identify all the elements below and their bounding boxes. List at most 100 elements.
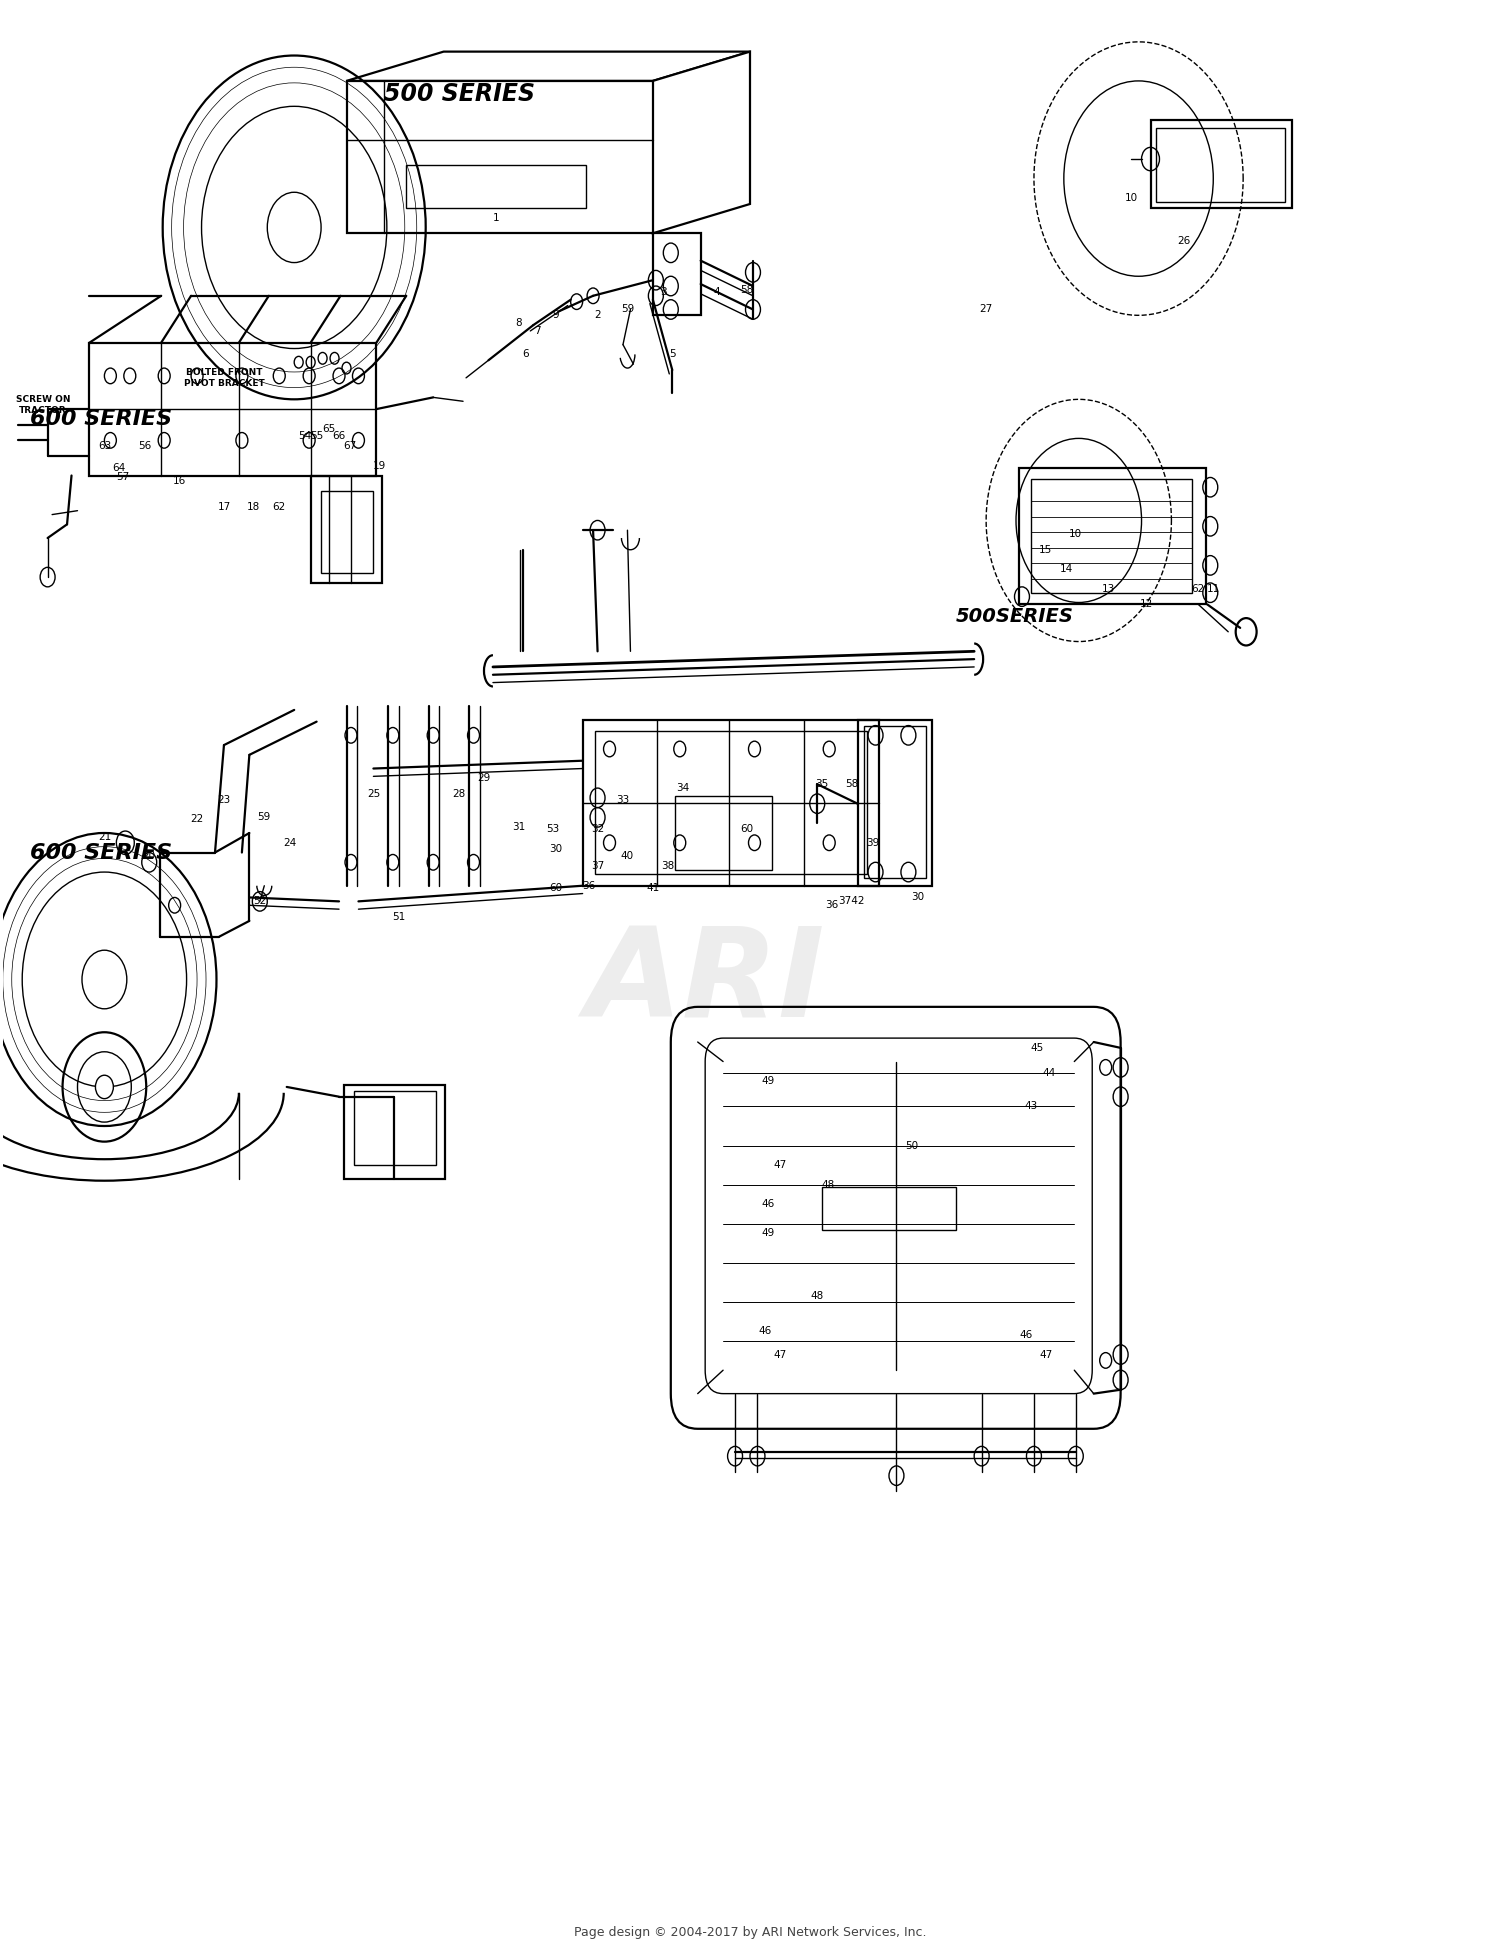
Text: 3: 3 [660,286,666,298]
Text: 32: 32 [591,825,604,835]
Text: 47: 47 [774,1160,786,1170]
Text: 15: 15 [1040,545,1053,554]
Text: 33: 33 [616,795,630,805]
Text: ARI: ARI [585,923,825,1044]
Text: 50: 50 [904,1140,918,1150]
Text: 51: 51 [392,913,405,923]
Text: 36: 36 [582,882,596,891]
Text: Page design © 2004-2017 by ARI Network Services, Inc.: Page design © 2004-2017 by ARI Network S… [573,1926,926,1939]
Text: 12: 12 [1140,599,1152,609]
Text: 36: 36 [825,901,839,911]
Text: 14: 14 [1060,564,1074,574]
Text: 53: 53 [546,825,560,835]
Bar [1030,480,1192,594]
Text: 49: 49 [762,1228,774,1238]
Text: SCREW ON
TRACTOR: SCREW ON TRACTOR [16,396,70,415]
Bar [310,476,382,584]
Text: 40: 40 [621,852,634,862]
Text: 59: 59 [258,813,272,823]
Text: 46: 46 [762,1199,774,1209]
Text: 22: 22 [190,815,204,825]
Text: 20: 20 [142,852,156,862]
Text: 66: 66 [333,431,345,441]
Polygon shape [346,51,750,80]
Text: 48: 48 [810,1291,824,1301]
Text: 26: 26 [1178,237,1190,247]
Text: 56: 56 [138,441,152,451]
Text: 4: 4 [714,286,720,298]
Text: 9: 9 [552,310,560,321]
Text: 39: 39 [865,838,879,848]
Text: 38: 38 [662,862,675,872]
Text: 41: 41 [646,884,660,893]
Text: 27: 27 [980,304,993,315]
Text: 25: 25 [368,789,380,799]
Text: 10: 10 [1070,529,1083,539]
Text: 46: 46 [1020,1330,1034,1340]
Polygon shape [652,51,750,233]
Bar [344,1085,446,1179]
Bar [1150,119,1293,208]
Text: 21: 21 [98,833,111,842]
Text: BOLTED FRONT
PIVOT BRACKET: BOLTED FRONT PIVOT BRACKET [183,368,264,388]
Bar [406,165,585,208]
Text: 23: 23 [217,795,231,805]
Text: 55: 55 [310,431,322,441]
Text: 24: 24 [284,838,297,848]
Circle shape [267,192,321,263]
Text: 37: 37 [591,862,604,872]
Text: 52: 52 [254,897,267,907]
Text: 16: 16 [172,476,186,486]
Bar [864,725,927,878]
Text: 58: 58 [741,284,753,296]
Bar [822,1187,956,1230]
Text: 7: 7 [534,325,542,335]
Bar [675,795,772,870]
Text: 49: 49 [762,1075,774,1085]
Text: 19: 19 [374,460,386,470]
Text: 28: 28 [452,789,465,799]
Text: 1: 1 [492,214,500,223]
Text: 45: 45 [1030,1042,1044,1052]
Text: 59: 59 [621,304,634,315]
Circle shape [1236,619,1257,645]
Bar [1156,127,1286,202]
Text: 43: 43 [1024,1101,1038,1111]
Text: 64: 64 [112,462,126,472]
Text: 10: 10 [1125,194,1137,204]
Text: 29: 29 [477,774,490,784]
Text: 30: 30 [910,893,924,903]
Text: 48: 48 [821,1179,834,1189]
Text: 44: 44 [1042,1068,1056,1077]
Text: 54: 54 [298,431,312,441]
Text: 47: 47 [1040,1350,1053,1360]
Text: 46: 46 [759,1326,771,1336]
Text: 60: 60 [741,825,753,835]
Text: 8: 8 [514,317,522,329]
Text: 35: 35 [815,780,828,789]
Text: 30: 30 [549,844,562,854]
Text: 18: 18 [248,502,261,511]
Text: 34: 34 [676,784,690,793]
Text: 62: 62 [273,502,286,511]
Text: 600 SERIES: 600 SERIES [30,409,172,429]
Circle shape [590,521,604,541]
Text: 500SERIES: 500SERIES [956,607,1074,625]
Bar [594,731,867,874]
Text: 65: 65 [322,423,334,433]
Text: 17: 17 [217,502,231,511]
Bar [652,233,700,315]
Text: 67: 67 [344,441,355,451]
Text: 31: 31 [512,823,525,833]
Circle shape [82,950,128,1009]
Text: 500 SERIES: 500 SERIES [384,82,536,106]
Bar [582,719,879,885]
Bar [90,343,376,476]
Text: 57: 57 [116,472,129,482]
Text: 58: 58 [844,780,858,789]
Text: 13: 13 [1102,584,1116,594]
Text: 5: 5 [669,349,675,358]
Bar [858,719,933,885]
Bar [354,1091,436,1166]
Polygon shape [346,80,652,233]
